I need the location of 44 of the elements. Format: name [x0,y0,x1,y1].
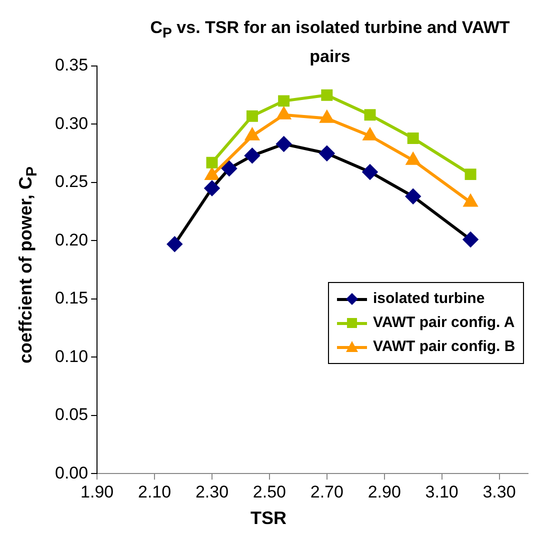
point [362,164,378,180]
x-axis-title: TSR [250,508,288,529]
point [319,146,334,161]
y-tick-label: 0.25 [54,172,88,192]
x-tick-label: 2.10 [138,482,172,502]
point [364,109,376,121]
y-tick-label: 0.00 [54,463,88,482]
point [463,232,478,248]
y-tick-label: 0.30 [54,114,88,133]
legend-label: VAWT pair config. A [373,314,515,332]
point [205,168,219,180]
point [464,168,476,180]
point [246,128,259,140]
legend-label: VAWT pair config. B [373,338,516,356]
point [222,160,237,176]
point [406,152,420,165]
point [363,128,377,140]
x-tick-label: 2.90 [368,482,401,502]
x-tick-label: 1.90 [80,482,114,502]
point [321,89,333,101]
x-tick-label: 2.70 [310,482,344,502]
point [244,148,260,164]
y-tick-label: 0.05 [54,405,88,424]
x-tick-label: 2.30 [195,482,229,502]
point [206,156,218,168]
point [167,236,182,252]
point [407,132,419,144]
point [464,194,478,207]
point [276,136,292,152]
y-tick-label: 0.15 [54,288,88,308]
legend-label: isolated turbine [373,290,485,308]
point [204,180,220,196]
point [277,107,291,120]
x-tick-label: 2.50 [252,482,286,502]
point [246,110,258,122]
y-tick-label: 0.10 [54,346,88,366]
point [406,188,421,204]
x-tick-label: 3.30 [482,482,516,502]
point [320,110,334,123]
y-tick-label: 0.20 [54,230,88,250]
chart-title: C$_{P}$ vs. TSR for an isolated turbine and VAWT pairs [150,17,510,68]
x-tick-label: 3.10 [425,482,458,502]
y-tick-label: 0.35 [54,56,88,75]
point [278,95,290,107]
